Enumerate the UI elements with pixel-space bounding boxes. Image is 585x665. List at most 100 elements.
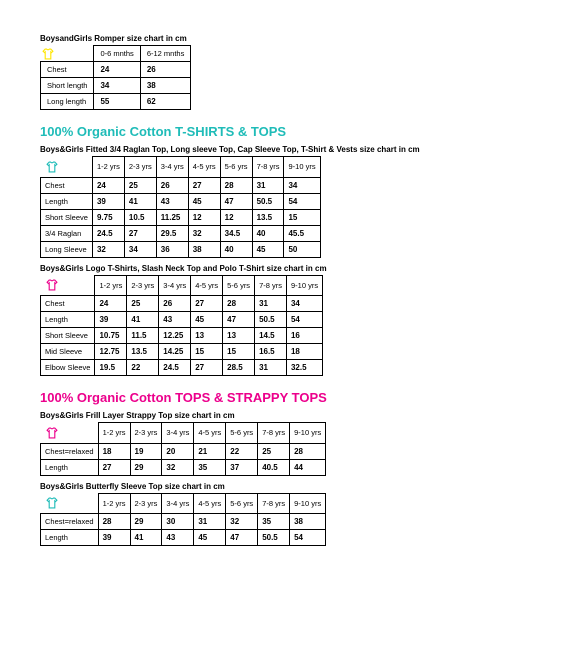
col-header: 1-2 yrs	[98, 493, 130, 514]
data-cell: 34	[286, 296, 322, 312]
col-header: 2-3 yrs	[124, 157, 156, 178]
data-cell: 40	[220, 241, 252, 257]
col-header: 9-10 yrs	[286, 275, 322, 296]
size-chart-page: BoysandGirls Romper size chart in cm 0-6…	[0, 0, 585, 665]
data-cell: 28.5	[223, 360, 255, 376]
data-cell: 24	[92, 177, 124, 193]
row-label: Chest=relaxed	[41, 514, 99, 530]
data-cell: 13	[223, 328, 255, 344]
data-cell: 25	[127, 296, 159, 312]
data-cell: 38	[290, 514, 326, 530]
data-cell: 35	[194, 459, 226, 475]
col-header: 2-3 yrs	[127, 275, 159, 296]
data-cell: 25	[258, 443, 290, 459]
col-header: 3-4 yrs	[162, 423, 194, 444]
col-header: 9-10 yrs	[284, 157, 320, 178]
data-cell: 16	[286, 328, 322, 344]
data-cell: 14.5	[255, 328, 287, 344]
data-cell: 28	[220, 177, 252, 193]
row-label: Short Sleeve	[41, 328, 95, 344]
data-cell: 47	[220, 193, 252, 209]
data-cell: 50.5	[255, 312, 287, 328]
data-cell: 50.5	[258, 530, 290, 546]
table-icon-cell	[41, 493, 99, 514]
col-header: 5-6 yrs	[223, 275, 255, 296]
col-header: 5-6 yrs	[220, 157, 252, 178]
data-cell: 32	[162, 459, 194, 475]
data-cell: 26	[156, 177, 188, 193]
data-cell: 45.5	[284, 225, 320, 241]
tshirts2-title: Boys&Girls Logo T-Shirts, Slash Neck Top…	[40, 264, 545, 273]
table-icon-cell	[41, 275, 95, 296]
data-cell: 30	[162, 514, 194, 530]
data-cell: 10.5	[124, 209, 156, 225]
romper-table: 0-6 mnths 6-12 mnths Chest 24 26 Short l…	[40, 45, 191, 110]
data-cell: 44	[290, 459, 326, 475]
data-cell: 34	[124, 241, 156, 257]
data-cell: 26	[159, 296, 191, 312]
data-cell: 18	[286, 344, 322, 360]
romper-row-label: Short length	[41, 78, 94, 94]
data-cell: 45	[188, 193, 220, 209]
data-cell: 36	[156, 241, 188, 257]
data-cell: 31	[255, 296, 287, 312]
data-cell: 45	[252, 241, 284, 257]
tshirts1-table: 1-2 yrs2-3 yrs3-4 yrs4-5 yrs5-6 yrs7-8 y…	[40, 156, 321, 258]
romper-cell: 26	[140, 62, 191, 78]
data-cell: 39	[92, 193, 124, 209]
row-label: Chest=relaxed	[41, 443, 99, 459]
data-cell: 41	[127, 312, 159, 328]
data-cell: 31	[252, 177, 284, 193]
data-cell: 13	[191, 328, 223, 344]
data-cell: 27	[124, 225, 156, 241]
row-label: Length	[41, 312, 95, 328]
garment-icon	[45, 278, 59, 292]
col-header: 9-10 yrs	[290, 423, 326, 444]
data-cell: 32	[226, 514, 258, 530]
col-header: 3-4 yrs	[162, 493, 194, 514]
row-label: Long Sleeve	[41, 241, 93, 257]
data-cell: 11.5	[127, 328, 159, 344]
col-header: 2-3 yrs	[130, 423, 162, 444]
data-cell: 54	[286, 312, 322, 328]
strappy-table: 1-2 yrs2-3 yrs3-4 yrs4-5 yrs5-6 yrs7-8 y…	[40, 422, 326, 476]
data-cell: 12	[220, 209, 252, 225]
data-cell: 38	[188, 241, 220, 257]
col-header: 9-10 yrs	[290, 493, 326, 514]
data-cell: 50	[284, 241, 320, 257]
row-label: Chest	[41, 177, 93, 193]
data-cell: 13.5	[252, 209, 284, 225]
data-cell: 27	[188, 177, 220, 193]
butterfly-table: 1-2 yrs2-3 yrs3-4 yrs4-5 yrs5-6 yrs7-8 y…	[40, 493, 326, 547]
data-cell: 12	[188, 209, 220, 225]
data-cell: 45	[191, 312, 223, 328]
col-header: 2-3 yrs	[130, 493, 162, 514]
col-header: 7-8 yrs	[252, 157, 284, 178]
data-cell: 21	[194, 443, 226, 459]
data-cell: 29	[130, 514, 162, 530]
row-label: Length	[41, 193, 93, 209]
data-cell: 40	[252, 225, 284, 241]
data-cell: 19.5	[95, 360, 127, 376]
romper-cell: 24	[94, 62, 140, 78]
col-header: 3-4 yrs	[156, 157, 188, 178]
data-cell: 54	[290, 530, 326, 546]
romper-icon-cell	[41, 46, 94, 62]
table-icon-cell	[41, 423, 99, 444]
data-cell: 22	[226, 443, 258, 459]
garment-icon	[45, 496, 59, 510]
data-cell: 29.5	[156, 225, 188, 241]
data-cell: 13.5	[127, 344, 159, 360]
row-label: Length	[41, 459, 99, 475]
data-cell: 41	[124, 193, 156, 209]
data-cell: 25	[124, 177, 156, 193]
col-header: 4-5 yrs	[194, 423, 226, 444]
row-label: Length	[41, 530, 99, 546]
data-cell: 28	[290, 443, 326, 459]
col-header: 1-2 yrs	[95, 275, 127, 296]
data-cell: 47	[223, 312, 255, 328]
data-cell: 10.75	[95, 328, 127, 344]
data-cell: 19	[130, 443, 162, 459]
table-icon-cell	[41, 157, 93, 178]
col-header: 4-5 yrs	[191, 275, 223, 296]
